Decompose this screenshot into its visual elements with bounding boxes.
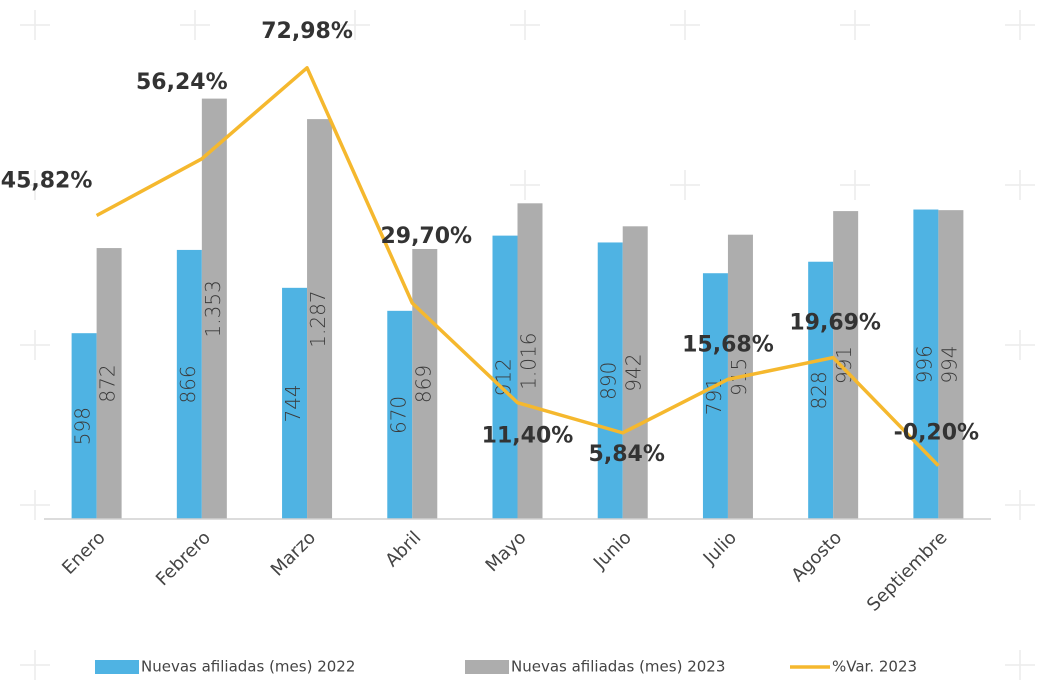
bar-value-label: 1.353 xyxy=(201,280,225,337)
line-value-label: 29,70% xyxy=(380,224,472,249)
bar-value-label: 890 xyxy=(597,362,621,400)
bar xyxy=(282,287,308,519)
x-tick-label: Junio xyxy=(589,527,636,574)
bar-value-label: 670 xyxy=(386,396,410,434)
x-tick-label: Marzo xyxy=(267,527,320,580)
line-value-label: 56,24% xyxy=(136,70,228,95)
bar xyxy=(808,261,834,519)
x-tick-label: Febrero xyxy=(152,527,215,590)
line-value-label: 45,82% xyxy=(1,168,93,193)
x-tick-label: Abril xyxy=(381,527,425,571)
x-tick-label: Julio xyxy=(699,527,741,569)
bar xyxy=(833,211,859,519)
bar-value-label: 942 xyxy=(622,354,646,392)
bar-value-label: 866 xyxy=(176,365,200,403)
legend-swatch xyxy=(465,660,509,674)
bar-value-label: 1.287 xyxy=(306,290,330,347)
bar xyxy=(201,98,227,519)
legend-label: Nuevas afiliadas (mes) 2022 xyxy=(141,658,355,676)
bar xyxy=(71,333,97,519)
line-value-label: -0,20% xyxy=(894,421,979,446)
bar-value-label: 598 xyxy=(71,407,95,445)
line-value-label: 15,68% xyxy=(682,332,774,357)
legend-label: Nuevas afiliadas (mes) 2023 xyxy=(511,658,725,676)
line-value-label: 72,98% xyxy=(261,19,353,44)
line-value-label: 11,40% xyxy=(482,424,574,449)
bar xyxy=(622,226,648,520)
bar-value-label: 996 xyxy=(912,345,936,383)
line-value-label: 5,84% xyxy=(589,442,665,467)
background-crosses xyxy=(20,10,1035,680)
bar-value-label: 828 xyxy=(807,371,831,409)
x-tick-label: Septiembre xyxy=(863,527,951,615)
bar-value-label: 994 xyxy=(937,345,961,383)
bar xyxy=(96,248,122,520)
legend-swatch xyxy=(95,660,139,674)
bar xyxy=(702,273,728,519)
x-tick-label: Enero xyxy=(58,527,110,579)
bar xyxy=(387,310,413,519)
bar xyxy=(913,209,939,519)
bar-value-label: 1.016 xyxy=(517,333,541,390)
bar-value-label: 872 xyxy=(96,364,120,402)
bar xyxy=(938,210,964,519)
bar xyxy=(307,119,333,519)
x-tick-label: Agosto xyxy=(787,527,846,586)
bar xyxy=(176,249,202,519)
bar xyxy=(412,248,438,519)
bar-value-label: 869 xyxy=(411,365,435,403)
x-tick-label: Mayo xyxy=(482,527,531,576)
line-series xyxy=(95,66,940,467)
bar-value-label: 744 xyxy=(281,384,305,422)
bar xyxy=(597,242,623,519)
bar xyxy=(517,203,543,520)
bar xyxy=(492,235,518,519)
legend-label: %Var. 2023 xyxy=(832,658,917,676)
line-value-label: 19,69% xyxy=(789,311,881,336)
